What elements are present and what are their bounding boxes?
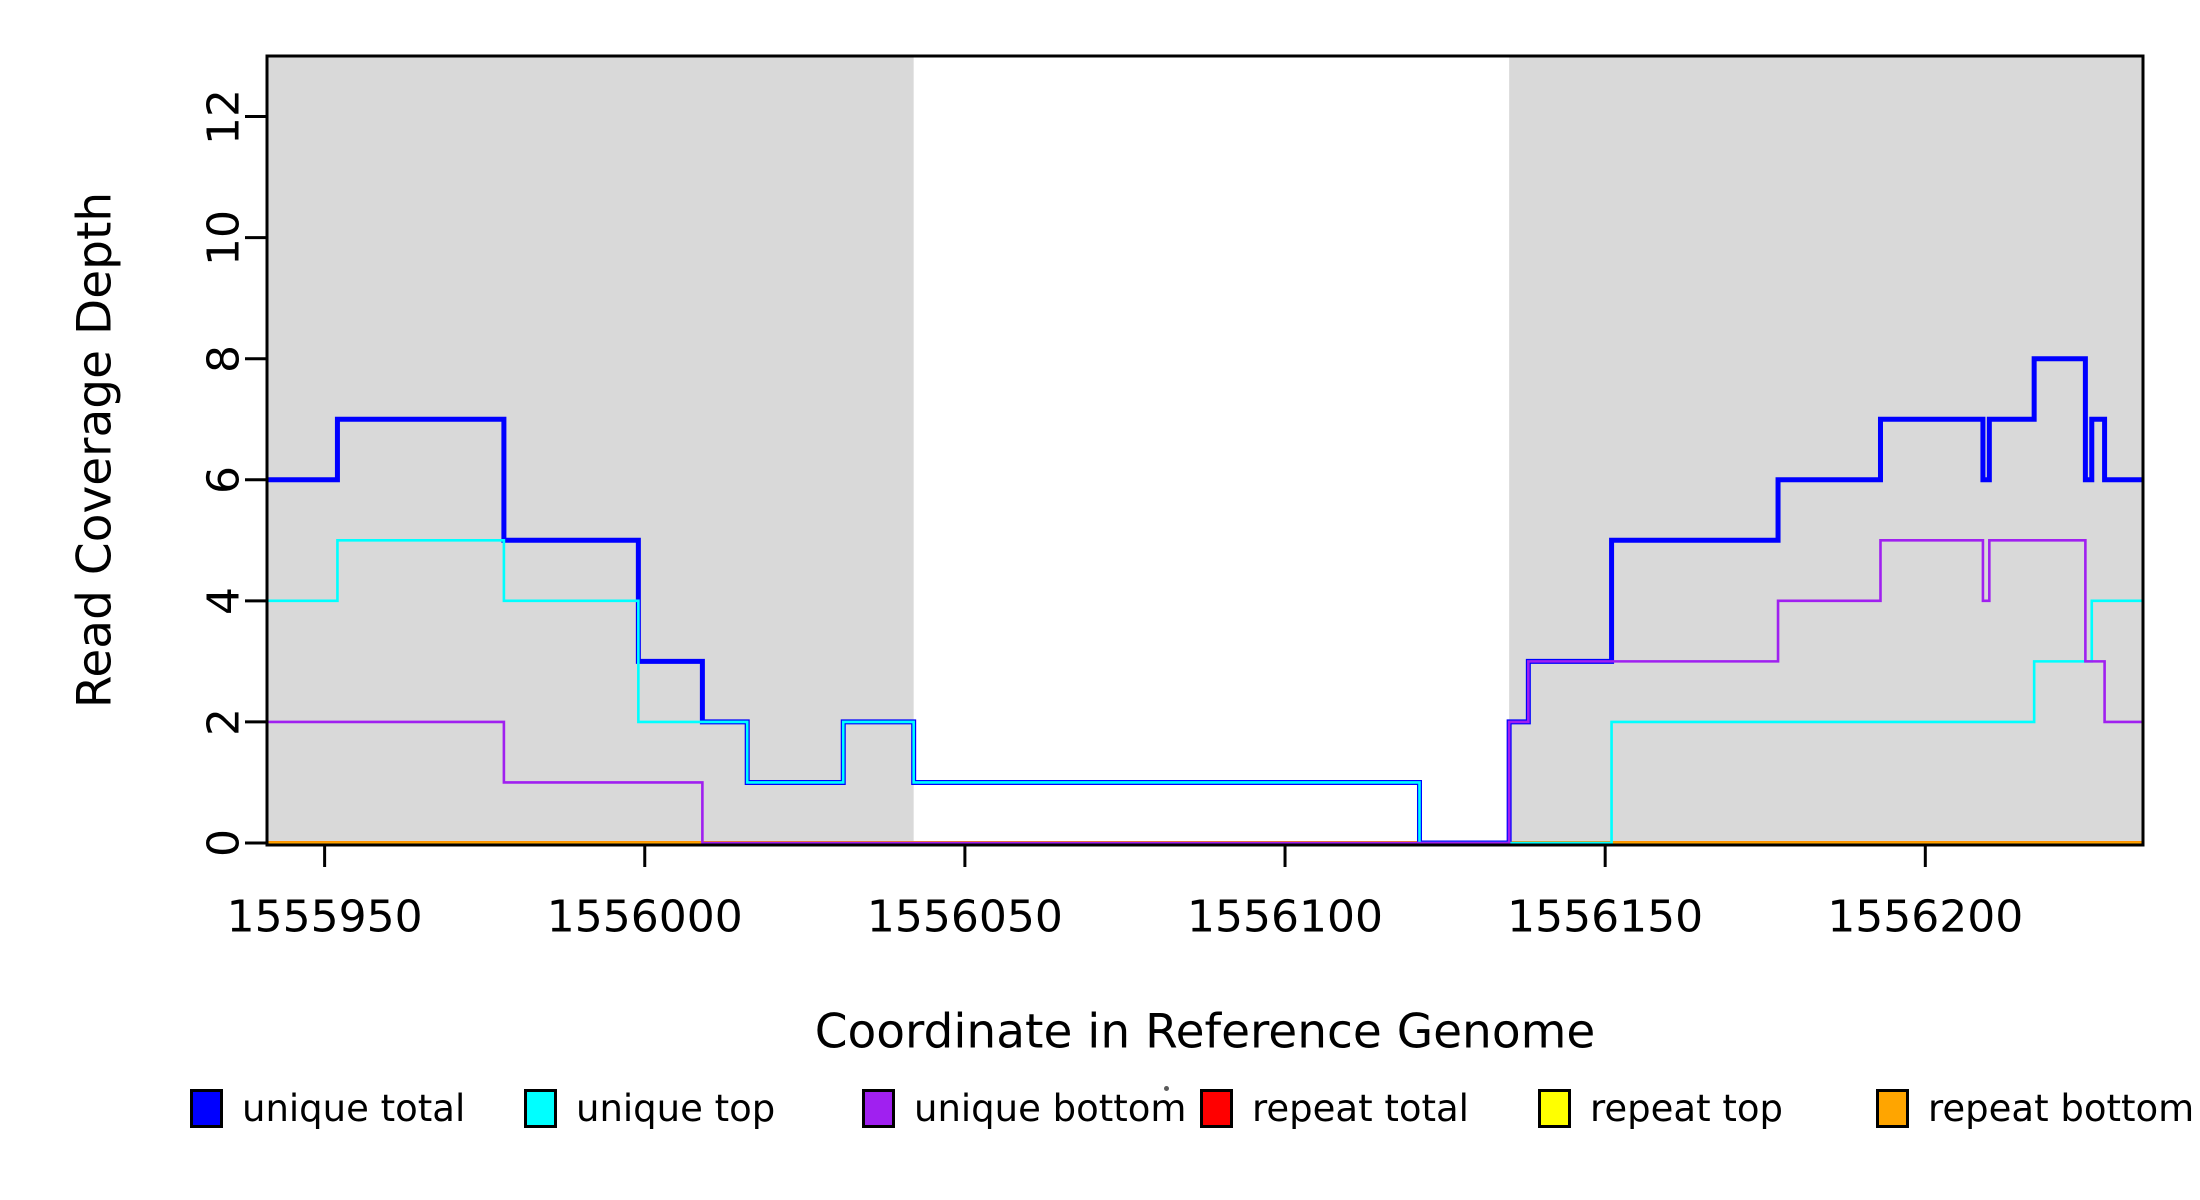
legend-label-unique-total: unique total <box>242 1086 466 1130</box>
y-tick-label-12: 12 <box>198 88 250 145</box>
legend-item-repeat-bottom: repeat bottom <box>1876 1086 2194 1130</box>
plot-box <box>265 54 2145 847</box>
legend-item-unique-bottom: unique bottom <box>862 1086 1186 1130</box>
legend-label-repeat-bottom: repeat bottom <box>1928 1086 2195 1130</box>
series-line-unique-top <box>267 539 2143 845</box>
x-tick-label-1556000: 1556000 <box>546 891 743 943</box>
x-tick-label-1556200: 1556200 <box>1827 891 2024 943</box>
y-axis-title: Read Coverage Depth <box>67 191 123 709</box>
series-line-unique-bottom <box>267 539 2143 845</box>
x-tick-label-1556100: 1556100 <box>1187 891 1384 943</box>
legend-swatch-unique-total <box>190 1088 223 1128</box>
legend-label-unique-bottom: unique bottom <box>914 1086 1187 1130</box>
y-tick-label-0: 0 <box>198 829 250 857</box>
x-tick-label-1556150: 1556150 <box>1507 891 1704 943</box>
legend-label-repeat-top: repeat top <box>1590 1086 1783 1130</box>
shaded-region-2 <box>1509 56 2143 845</box>
x-tick-label-1556050: 1556050 <box>866 891 1063 943</box>
legend-swatch-repeat-total <box>1200 1088 1233 1128</box>
legend-item-repeat-total: repeat total <box>1200 1086 1469 1130</box>
legend-item-unique-top: unique top <box>524 1086 775 1130</box>
y-tick-label-8: 8 <box>198 344 250 373</box>
y-tick-label-4: 4 <box>198 586 250 615</box>
shaded-region-1 <box>267 56 914 845</box>
legend-label-repeat-total: repeat total <box>1252 1086 1469 1130</box>
legend-swatch-repeat-bottom <box>1876 1088 1909 1128</box>
y-tick-label-6: 6 <box>198 465 250 494</box>
y-tick-label-2: 2 <box>198 707 250 736</box>
legend-item-repeat-top: repeat top <box>1538 1086 1783 1130</box>
y-tick-label-10: 10 <box>198 209 250 266</box>
stray-dot <box>1164 1086 1169 1091</box>
plot-area <box>267 56 2143 845</box>
legend-item-unique-total: unique total <box>190 1086 465 1130</box>
legend-swatch-unique-bottom <box>862 1088 895 1128</box>
x-axis-title: Coordinate in Reference Genome <box>814 1004 1596 1060</box>
legend-label-unique-top: unique top <box>576 1086 776 1130</box>
legend-swatch-repeat-top <box>1538 1088 1571 1128</box>
legend-swatch-unique-top <box>524 1088 557 1128</box>
x-tick-label-1555950: 1555950 <box>226 891 423 943</box>
